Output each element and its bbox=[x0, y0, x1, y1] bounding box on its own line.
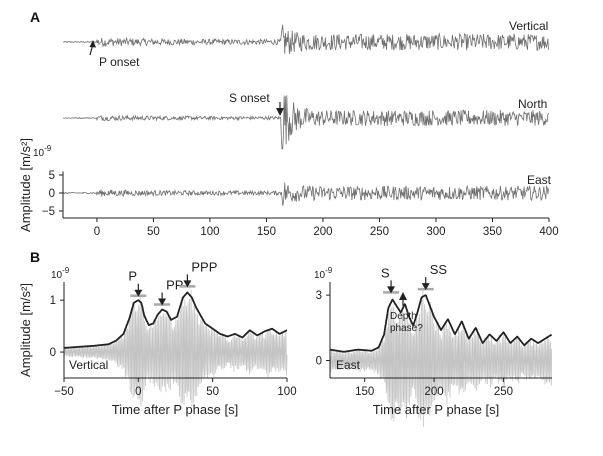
exponent-base: 10 bbox=[314, 270, 326, 281]
x-tick-label: 400 bbox=[539, 226, 558, 238]
panel-b-right-component: East bbox=[336, 358, 361, 372]
trace-label-north: North bbox=[518, 97, 547, 111]
trace-label-east: East bbox=[527, 173, 552, 187]
phase-label: P bbox=[128, 269, 137, 284]
x-tick-label: 0 bbox=[94, 226, 100, 238]
panel-b1-exponent: 10-9 bbox=[51, 266, 70, 281]
depth-phase-arrow-head bbox=[399, 292, 407, 300]
x-tick-label: 100 bbox=[200, 226, 219, 238]
panel-b-left-raw-trace bbox=[63, 290, 288, 407]
exponent-power: -9 bbox=[44, 144, 52, 153]
trace-east bbox=[62, 182, 549, 206]
x-tick-label: 250 bbox=[494, 386, 513, 398]
depth-phase-annotation: Depth phase? bbox=[390, 292, 423, 334]
panel-a-exponent: 10-9 bbox=[33, 144, 52, 159]
x-tick-label: 50 bbox=[147, 226, 160, 238]
exponent-power: -9 bbox=[325, 266, 333, 275]
phase-marker-p: P bbox=[128, 269, 147, 297]
y-tick-label: 0 bbox=[50, 347, 56, 359]
panel-b-ylabel: Amplitude [m/s²] bbox=[18, 283, 33, 377]
y-tick-label: 3 bbox=[316, 290, 322, 302]
x-tick-label: 350 bbox=[483, 226, 502, 238]
exponent-power: -9 bbox=[62, 266, 70, 275]
phase-label: PPP bbox=[191, 259, 217, 274]
panel-b-left-component: Vertical bbox=[69, 358, 108, 372]
depth-phase-label-line1: Depth bbox=[390, 311, 417, 322]
y-tick-label: 0 bbox=[316, 356, 322, 368]
p-onset-label: P onset bbox=[99, 55, 140, 69]
phase-marker-s: S bbox=[381, 265, 400, 294]
exponent-base: 10 bbox=[51, 270, 63, 281]
depth-phase-label-line2: phase? bbox=[390, 323, 423, 334]
trace-label-vertical: Vertical bbox=[509, 19, 548, 33]
y-tick-label: 5 bbox=[49, 170, 55, 182]
s-onset-arrow-head bbox=[276, 108, 284, 116]
x-tick-label: −50 bbox=[54, 386, 74, 398]
panel-a-ylabel: Amplitude [m/s²] bbox=[18, 138, 33, 232]
phase-arrow-head bbox=[387, 286, 396, 294]
phase-arrow-head bbox=[183, 280, 192, 288]
x-tick-label: 50 bbox=[206, 386, 219, 398]
panel-a-traces bbox=[62, 24, 549, 206]
phase-arrow-head bbox=[158, 298, 167, 306]
panel-b2-exponent: 10-9 bbox=[314, 266, 333, 281]
panel-b-right-envelope bbox=[329, 294, 553, 353]
y-tick-label: −5 bbox=[42, 206, 55, 218]
p-onset-annotation: P onset bbox=[89, 40, 140, 69]
s-onset-label: S onset bbox=[229, 91, 270, 105]
exponent-base: 10 bbox=[33, 148, 45, 159]
phase-label: PP bbox=[166, 278, 183, 293]
phase-label: S bbox=[381, 265, 390, 280]
y-tick-label: 0 bbox=[49, 188, 55, 200]
x-tick-label: 300 bbox=[426, 226, 445, 238]
x-tick-label: 200 bbox=[313, 226, 332, 238]
y-tick-label: 1 bbox=[50, 295, 56, 307]
p-onset-arrow-head bbox=[89, 40, 96, 48]
panel-b-right-raw-trace bbox=[329, 290, 552, 427]
s-onset-annotation: S onset bbox=[229, 91, 284, 116]
panel-b-left-envelope bbox=[63, 291, 288, 349]
x-tick-label: 100 bbox=[277, 386, 296, 398]
panel-b-right-xlabel: Time after P phase [s] bbox=[373, 402, 499, 417]
phase-marker-ppp: PPP bbox=[179, 259, 217, 288]
panel-b-label: B bbox=[30, 249, 40, 265]
phase-marker-pp: PP bbox=[154, 278, 183, 306]
panel-b-left-xlabel: Time after P phase [s] bbox=[112, 402, 238, 417]
x-tick-label: 150 bbox=[257, 226, 276, 238]
x-tick-label: 250 bbox=[370, 226, 389, 238]
phase-marker-ss: SS bbox=[417, 262, 448, 291]
x-tick-label: 150 bbox=[355, 386, 374, 398]
trace-vertical bbox=[62, 24, 549, 55]
trace-north bbox=[62, 95, 549, 151]
phase-arrow-head bbox=[134, 289, 143, 297]
panel-a-label: A bbox=[30, 9, 40, 25]
x-tick-label: 200 bbox=[424, 386, 443, 398]
phase-arrow-head bbox=[421, 283, 430, 291]
x-tick-label: 0 bbox=[135, 386, 141, 398]
phase-label: SS bbox=[430, 262, 448, 277]
